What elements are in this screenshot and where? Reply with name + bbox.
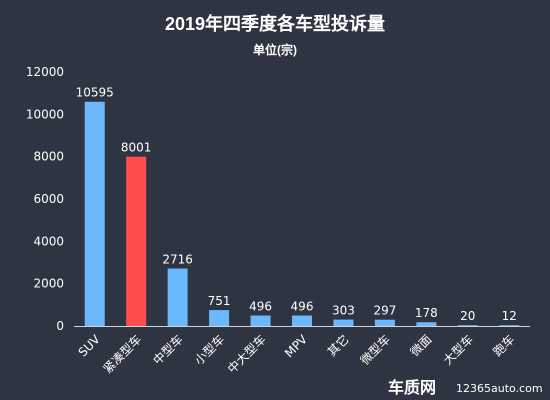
bars-group <box>84 101 520 326</box>
data-label-4: 496 <box>249 300 272 314</box>
y-tick-label: 8000 <box>33 150 64 164</box>
bar-7 <box>374 319 395 326</box>
bar-8 <box>416 322 437 326</box>
data-labels-group: 10595 8001 2716 751 496 496 303 297 178 20 12 <box>76 86 517 323</box>
category-label-4: 中大型车 <box>224 332 269 377</box>
y-tick-label: 2000 <box>33 277 64 291</box>
y-tick-label: 12000 <box>26 65 64 79</box>
data-label-1: 8001 <box>121 141 152 155</box>
category-label-1: 紧凑型车 <box>100 332 145 377</box>
chart-subtitle: 单位(宗) <box>253 42 297 57</box>
bar-1 <box>126 156 147 326</box>
data-label-10: 12 <box>502 309 517 323</box>
category-label-8: 微面 <box>408 332 435 359</box>
bar-2 <box>167 268 188 326</box>
category-label-5: MPV <box>282 332 311 361</box>
y-axis-ticks: 0 2000 4000 6000 8000 10000 12000 <box>26 65 64 333</box>
watermark-brand: 车质网 <box>388 378 436 397</box>
data-label-2: 2716 <box>162 253 193 267</box>
category-label-0: SUV <box>76 332 104 360</box>
y-tick-label: 10000 <box>26 107 64 121</box>
y-tick-label: 4000 <box>33 234 64 248</box>
data-label-7: 297 <box>373 304 396 318</box>
bar-3 <box>209 310 230 326</box>
category-label-2: 中型车 <box>150 332 186 368</box>
chart-title: 2019年四季度各车型投诉量 <box>165 13 385 34</box>
data-label-3: 751 <box>208 294 231 308</box>
bar-4 <box>250 315 271 326</box>
bar-5 <box>292 315 312 326</box>
category-label-3: 小型车 <box>191 332 227 368</box>
y-tick-label: 0 <box>56 319 64 333</box>
category-label-9: 大型车 <box>440 332 476 368</box>
bar-10 <box>499 325 520 326</box>
y-tick-label: 6000 <box>33 192 64 206</box>
bar-6 <box>333 319 354 326</box>
watermark-url: 12365auto.com <box>456 382 543 395</box>
bar-9 <box>457 325 478 326</box>
data-label-8: 178 <box>415 306 438 320</box>
category-label-7: 微型车 <box>357 332 393 368</box>
data-label-0: 10595 <box>76 86 114 100</box>
data-label-5: 496 <box>291 300 314 314</box>
data-label-6: 303 <box>332 304 355 318</box>
category-label-10: 跑车 <box>490 332 518 360</box>
bar-0 <box>84 101 105 326</box>
watermark: 车质网 12365auto.com <box>388 378 543 397</box>
data-label-9: 20 <box>460 309 475 323</box>
category-label-6: 其它 <box>324 332 352 360</box>
